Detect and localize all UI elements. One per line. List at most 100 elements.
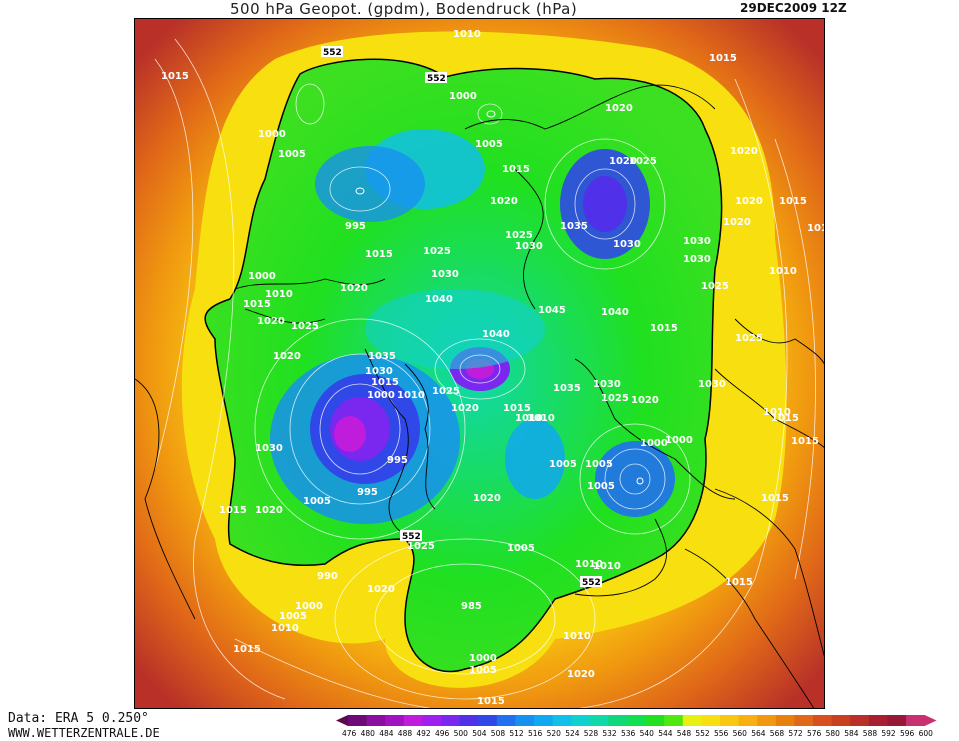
legend-tick-label: 540 [640, 729, 655, 738]
isobar-label: 1035 [368, 351, 396, 362]
isobar-label: 1020 [605, 103, 633, 114]
isobar-label: 1005 [279, 611, 307, 622]
legend-swatch [850, 715, 870, 726]
isobar-label: 1020 [567, 669, 595, 680]
legend-swatch [496, 715, 516, 726]
isobar-label: 1025 [407, 541, 435, 552]
polar-band [365, 289, 545, 369]
isobar-label: 1045 [538, 305, 566, 316]
isobar-label: 1005 [278, 149, 306, 160]
title-text: 500 hPa Geopot. (gpdm), Bodendruck (hPa) [230, 0, 578, 18]
isobar-label: 1000 [367, 390, 395, 401]
legend-tick-label: 480 [361, 729, 376, 738]
contour-label: 552 [402, 532, 421, 542]
legend-tick-label: 500 [454, 729, 469, 738]
isobar-label: 1020 [723, 217, 751, 228]
legend-swatch [459, 715, 479, 726]
legend-tick-label: 556 [714, 729, 729, 738]
legend-swatch [887, 715, 907, 726]
contour-label: 552 [323, 48, 342, 58]
legend-swatches [336, 715, 937, 726]
isobar-label: 995 [357, 487, 378, 498]
isobar-label: 1015 [709, 53, 737, 64]
legend-tick-label: 512 [509, 729, 524, 738]
legend-swatch [403, 715, 423, 726]
legend-tick-label: 584 [844, 729, 859, 738]
legend-swatch [813, 715, 833, 726]
isobar-label: 1015 [477, 696, 505, 707]
legend-swatch [868, 715, 888, 726]
isobar-label: 1000 [449, 91, 477, 102]
isobar-label: 1025 [432, 386, 460, 397]
isobar-label: 1025 [701, 281, 729, 292]
contour-552-labels: 552 552 552 552 [321, 46, 602, 588]
isobar-label: 1030 [613, 239, 641, 250]
isobar-label: 1030 [515, 241, 543, 252]
isobar-label: 1030 [698, 379, 726, 390]
isobar-label: 1015 [807, 223, 825, 234]
isobar-label: 1020 [255, 505, 283, 516]
legend-swatch [608, 715, 628, 726]
isobar-label: 1030 [255, 443, 283, 454]
legend-tick-label: 476 [342, 729, 357, 738]
isobar-label: 1020 [735, 196, 763, 207]
isobar-label: 1015 [779, 196, 807, 207]
isobar-label: 1020 [451, 403, 479, 414]
legend-tick-label: 496 [435, 729, 450, 738]
isobar-label: 1015 [771, 413, 799, 424]
legend-tick-label: 488 [398, 729, 413, 738]
isobar-label: 1040 [482, 329, 510, 340]
legend-swatch [627, 715, 647, 726]
isobar-label: 1000 [258, 129, 286, 140]
cold-pool-west [315, 146, 425, 222]
legend-arrow-right [924, 715, 937, 726]
legend-tick-label: 580 [826, 729, 841, 738]
isobar-label: 1010 [453, 29, 481, 40]
isobar-label: 1015 [161, 71, 189, 82]
isobar-label: 1005 [303, 496, 331, 507]
isobar-label: 1005 [587, 481, 615, 492]
legend-tick-label: 600 [919, 729, 934, 738]
legend-arrow-left [336, 715, 348, 726]
valid-date: 29DEC2009 12Z [740, 1, 847, 15]
isobar-label: 1010 [593, 561, 621, 572]
isobar-label: 1015 [650, 323, 678, 334]
low-centers [355, 110, 644, 485]
greenland-low-center [334, 416, 366, 452]
isobar-label: 1020 [730, 146, 758, 157]
legend-tick-label: 560 [733, 729, 748, 738]
legend-tick-label: 520 [547, 729, 562, 738]
isobar-label: 990 [317, 571, 338, 582]
isobar-label: 1025 [505, 230, 533, 241]
isobar-label: 1020 [257, 316, 285, 327]
legend-swatch [422, 715, 442, 726]
legend-tick-label: 544 [658, 729, 673, 738]
map-canvas: 552 552 552 552 1010 1015 1000 1005 1015… [135, 19, 825, 708]
isobar-label: 1015 [243, 299, 271, 310]
contour-label: 552 [582, 578, 601, 588]
legend-tick-label: 492 [416, 729, 431, 738]
legend-swatch [720, 715, 740, 726]
legend-tick-label: 564 [751, 729, 766, 738]
legend-tick-label: 532 [602, 729, 617, 738]
isobar-label: 985 [461, 601, 482, 612]
legend-swatch [366, 715, 386, 726]
legend-swatch [515, 715, 535, 726]
isobar-label: 1010 [515, 413, 543, 424]
legend-swatch [664, 715, 684, 726]
isobar-label: 1030 [593, 379, 621, 390]
legend-tick-label: 588 [863, 729, 878, 738]
legend-swatch [348, 715, 368, 726]
legend-swatch [831, 715, 851, 726]
isobar-label: 1030 [365, 366, 393, 377]
isobar-labels: 1010 1015 1000 1005 1015 1020 1025 1000 … [161, 29, 825, 707]
isobar-label: 995 [387, 455, 408, 466]
legend-swatch [441, 715, 461, 726]
isobar-label: 1000 [295, 601, 323, 612]
isobar-label: 1000 [640, 438, 668, 449]
legend-tick-label: 516 [528, 729, 543, 738]
contour-label: 552 [427, 74, 446, 84]
legend-tick-label: 592 [881, 729, 896, 738]
isobar-label: 1005 [585, 459, 613, 470]
isobar-label: 1005 [475, 139, 503, 150]
